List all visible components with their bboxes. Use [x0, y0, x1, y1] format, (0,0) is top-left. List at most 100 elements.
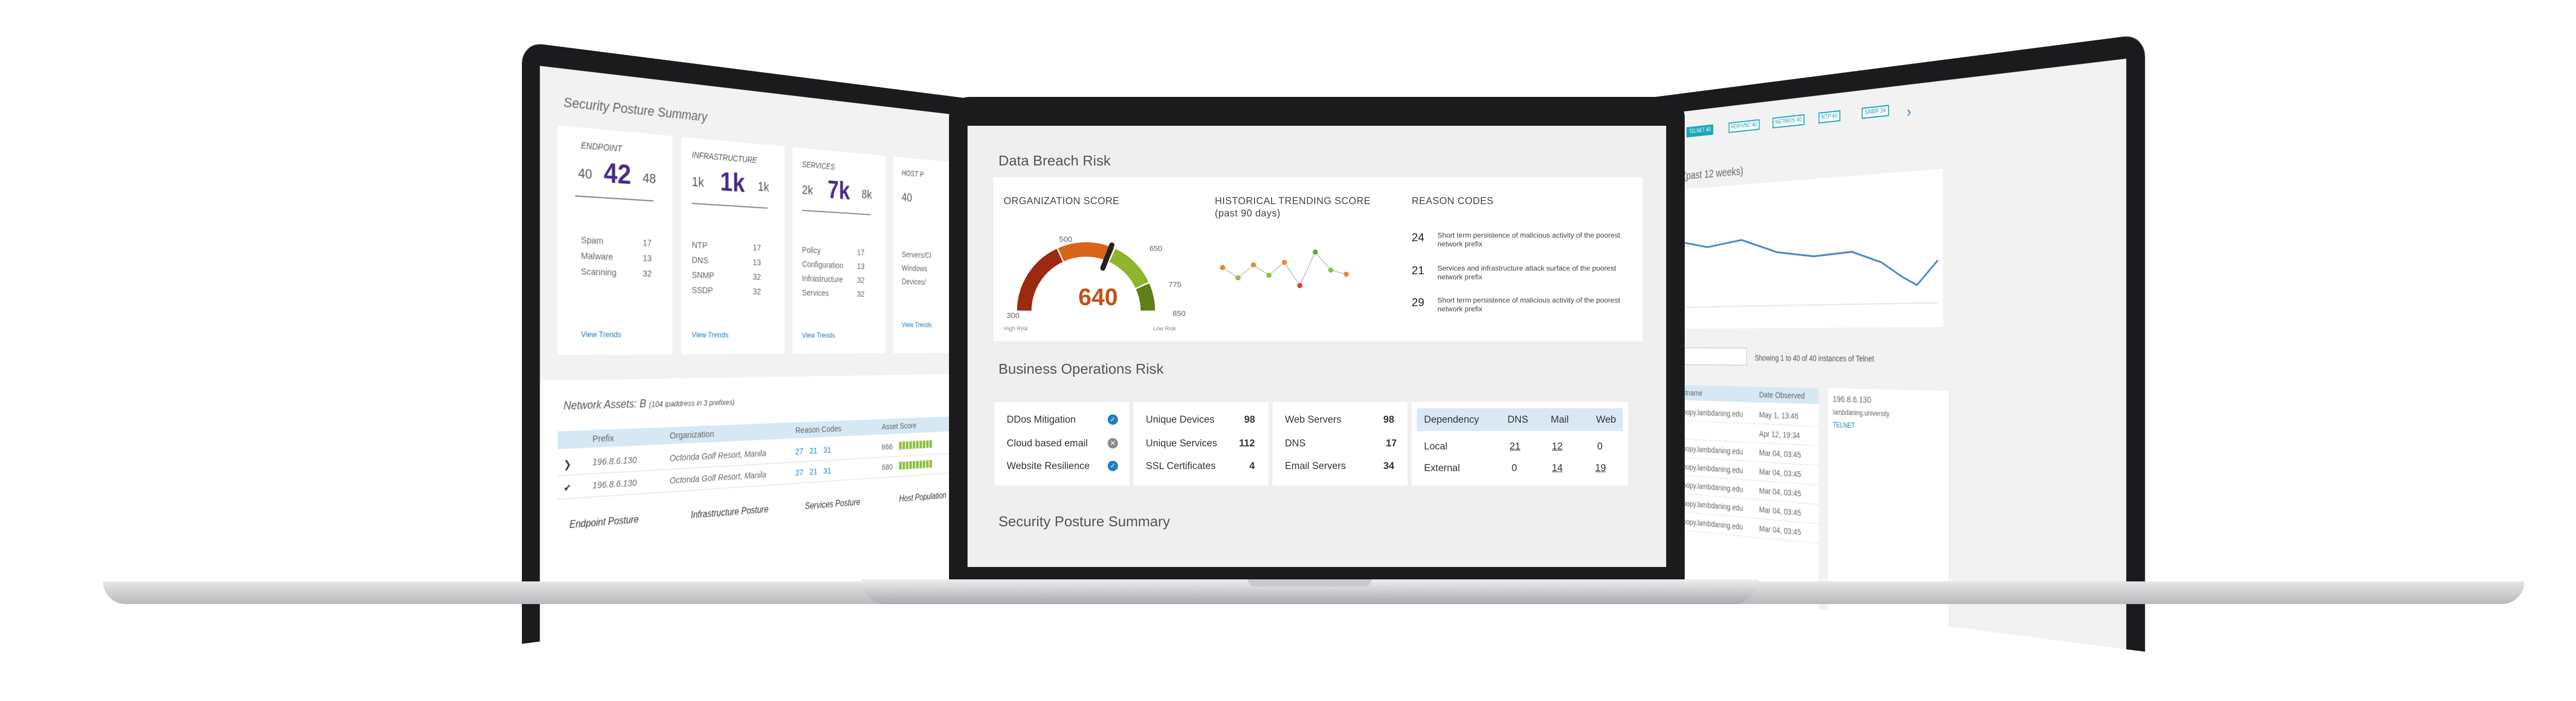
assets-header-organization[interactable]: Organization	[669, 429, 715, 441]
card-host-item: Windows	[902, 263, 927, 274]
dns-value: 17	[1386, 438, 1397, 449]
center-screen: Data Breach Risk ORGANIZATION SCORE 640 …	[968, 126, 1666, 567]
historical-trending-label: HISTORICAL TRENDING SCORE	[1215, 196, 1371, 207]
tab-host-population[interactable]: Host Population	[899, 491, 946, 504]
card-infrastructure-item-value: 17	[753, 243, 761, 254]
website-resilience-label: Website Resilience	[1007, 461, 1090, 472]
org-score-value: 640	[1078, 283, 1118, 310]
external-mail-link[interactable]: 14	[1552, 463, 1563, 474]
row-date: Mar 04, 03:45	[1759, 448, 1801, 460]
card-endpoint-item: Scanning	[581, 266, 617, 278]
dns-label: DNS	[1285, 438, 1306, 449]
right-screen: ALL RECORDS 40 ‹ TELNET 40 RDP/VNC 40 NE…	[1619, 58, 2127, 649]
gauge-tick-850: 850	[1173, 309, 1186, 318]
row-code[interactable]: 31	[823, 466, 832, 476]
card-host-item: Servers/Cl	[902, 249, 931, 261]
mail-header: Mail	[1551, 414, 1569, 425]
pill-netbios[interactable]: NETBIOS 40	[1772, 114, 1805, 129]
reason-code-number[interactable]: 29	[1412, 296, 1425, 309]
row-date: Mar 04, 03:45	[1759, 505, 1801, 519]
assets-header-asset-score[interactable]: Asset Score	[882, 421, 917, 432]
card-services-item-value: 13	[857, 261, 865, 272]
historical-sparkline	[1220, 249, 1349, 288]
pill-ntp[interactable]: NTP 40	[1818, 110, 1840, 124]
assets-header-prefix[interactable]: Prefix	[592, 433, 614, 445]
row-code[interactable]: 21	[809, 466, 818, 477]
card-host-title: HOST P	[902, 168, 924, 179]
check-icon: ✓	[1108, 414, 1118, 425]
dns-header: DNS	[1507, 414, 1529, 425]
card-services-view-trends-link[interactable]: View Trends	[802, 330, 835, 340]
card-endpoint-item-value: 17	[642, 238, 652, 249]
left-laptop-base	[103, 581, 1010, 604]
card-services-item: Configuration	[802, 259, 843, 271]
chevron-right-icon[interactable]: ›	[1906, 102, 1911, 121]
tab-endpoint-posture[interactable]: Endpoint Posture	[569, 514, 639, 531]
row-date: May 1, 13:46	[1759, 410, 1799, 422]
left-security-title: Security Posture Summary	[563, 94, 707, 125]
reason-code-number[interactable]: 21	[1412, 264, 1425, 277]
card-infrastructure-item: SNMP	[691, 270, 715, 281]
card-services: SERVICES 2k 7k 8k Policy 17 Configuratio…	[792, 147, 886, 354]
card-services-item-value: 32	[857, 275, 865, 286]
card-host-view-trends-link[interactable]: View Trends	[902, 320, 932, 329]
card-endpoint-item: Malware	[581, 251, 614, 263]
center-laptop-lid: Data Breach Risk ORGANIZATION SCORE 640 …	[949, 97, 1685, 587]
reason-code-number[interactable]: 24	[1412, 231, 1425, 244]
tab-services-posture[interactable]: Services Posture	[805, 497, 860, 512]
pill-telnet[interactable]: TELNET 40	[1686, 124, 1714, 138]
laptop-notch	[1248, 579, 1371, 587]
data-breach-panel: ORGANIZATION SCORE 640 300 500 650 775 8…	[993, 177, 1642, 341]
pill-snmp[interactable]: SNMP 34	[1861, 105, 1889, 119]
dependency-local-label: Local	[1424, 441, 1448, 452]
card-services-title: SERVICES	[802, 159, 835, 172]
check-icon: ✓	[1108, 461, 1118, 471]
reason-code-text: Short term persistence of malicious acti…	[1437, 296, 1620, 313]
card-infrastructure-range-bar	[691, 203, 768, 209]
assets-header-reason-codes[interactable]: Reason Codes	[795, 424, 842, 436]
servers-panel: Web Servers 98 DNS 17 Email Servers 34	[1273, 402, 1408, 486]
card-endpoint-item-value: 32	[642, 268, 652, 279]
expand-icon[interactable]: ❯	[563, 459, 571, 471]
card-services-max: 8k	[861, 187, 872, 202]
historical-trending-sub: (past 90 days)	[1215, 208, 1281, 219]
row-prefix: 196.8.6.130	[592, 455, 637, 468]
header-date-observed[interactable]: Date Observed	[1759, 390, 1805, 401]
pill-rdp-vnc[interactable]: RDP/VNC 40	[1728, 119, 1760, 133]
gauge-tick-775: 775	[1168, 280, 1182, 289]
row-code[interactable]: 21	[809, 446, 818, 456]
local-mail-link[interactable]: 12	[1552, 441, 1563, 452]
tab-infrastructure-posture[interactable]: Infrastructure Posture	[690, 504, 769, 521]
email-servers-label: Email Servers	[1285, 461, 1346, 472]
row-code[interactable]: 27	[795, 446, 804, 457]
filter-input[interactable]	[1678, 347, 1747, 366]
right-laptop-lid: ALL RECORDS 40 ‹ TELNET 40 RDP/VNC 40 NE…	[1607, 34, 2145, 652]
card-host-item: Devices/	[902, 277, 926, 287]
card-endpoint: ENDPOINT 40 42 48 Spam 17 Malware 13 Sca…	[557, 125, 672, 355]
org-score-label: ORGANIZATION SCORE	[1004, 196, 1120, 207]
reason-code-text: Services and infrastructure attack surfa…	[1437, 264, 1617, 281]
card-endpoint-max: 48	[642, 170, 656, 187]
card-infrastructure-min: 1k	[691, 174, 704, 190]
row-code[interactable]: 27	[795, 468, 804, 478]
external-web-link[interactable]: 19	[1595, 463, 1606, 474]
card-endpoint-view-trends-link[interactable]: View Trends	[581, 329, 622, 339]
card-infrastructure-view-trends-link[interactable]: View Trends	[691, 330, 728, 340]
card-services-item-value: 17	[857, 247, 865, 258]
local-dns-link[interactable]: 21	[1510, 441, 1521, 452]
row-code[interactable]: 31	[823, 445, 832, 456]
web-servers-label: Web Servers	[1285, 414, 1342, 425]
score-bar	[899, 460, 933, 470]
business-ops-title: Business Operations Risk	[998, 361, 1164, 377]
row-organization: Octonda Golf Resort, Manila	[669, 448, 767, 464]
card-infrastructure-item: DNS	[691, 255, 708, 266]
row-date: Mar 04, 03:45	[1759, 524, 1801, 538]
web-servers-value: 98	[1383, 414, 1395, 425]
cross-icon: ✕	[1108, 438, 1118, 448]
ddos-mitigation-label: DDos Mitigation	[1007, 414, 1076, 425]
gauge-tick-650: 650	[1149, 244, 1163, 253]
left-laptop-lid: Security Posture Summary ENDPOINT 40 42 …	[521, 41, 1005, 644]
card-infrastructure-item: SSDP	[691, 285, 713, 296]
detail-tag[interactable]: TELNET	[1833, 421, 1855, 430]
collapse-icon[interactable]: ✔	[563, 482, 571, 494]
